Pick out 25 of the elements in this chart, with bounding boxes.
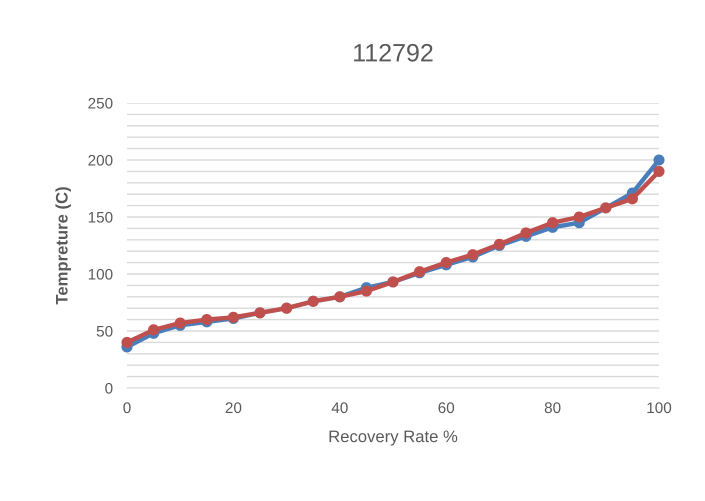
point (626, 193, 638, 204)
point (520, 227, 532, 239)
y-axis-title: Tempreture (C) (55, 187, 71, 304)
x-tick-label: 20 (226, 402, 242, 414)
y-tick-label: 0 (105, 382, 113, 394)
x-tick-label: 60 (438, 402, 454, 414)
x-tick-label: 40 (332, 402, 348, 414)
y-tick-label: 250 (88, 98, 113, 109)
point (653, 166, 665, 177)
x-tick-label: 80 (544, 402, 560, 414)
point (653, 154, 665, 166)
point (174, 317, 186, 329)
y-tick-label: 200 (88, 154, 113, 166)
point (121, 336, 133, 348)
point (547, 217, 558, 228)
chart-title: 112792 (354, 44, 433, 62)
y-tick-label: 100 (88, 268, 113, 280)
point (574, 211, 585, 223)
point (360, 286, 372, 297)
x-axis-title: Recovery Rate % (330, 430, 458, 446)
y-tick-label: 50 (96, 326, 113, 337)
point (148, 324, 160, 336)
y-tick-label: 150 (88, 212, 113, 223)
x-tick-label: 100 (647, 402, 672, 414)
x-tick-label: 0 (123, 402, 131, 414)
